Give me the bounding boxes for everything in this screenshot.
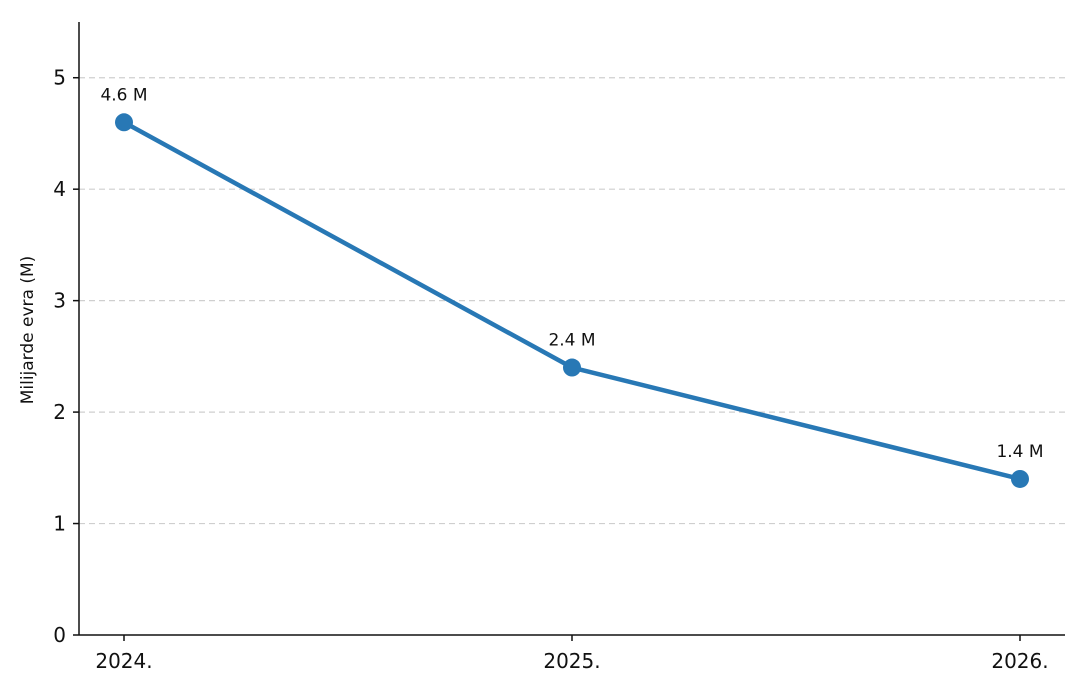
data-label: 1.4 M [996, 442, 1043, 462]
labels-layer: 4.6 M 2.4 M 1.4 M [100, 85, 1043, 462]
x-tick-label: 2025. [543, 649, 600, 673]
axes-layer: 0 1 2 3 4 5 2024. 2025. 2026. [53, 22, 1065, 673]
y-tick-label: 3 [53, 289, 66, 313]
y-tick-label: 1 [53, 512, 66, 536]
series-layer [115, 113, 1029, 488]
data-point-marker [1011, 469, 1029, 488]
grid-layer [79, 77, 1065, 525]
y-tick-label: 4 [53, 177, 66, 201]
y-tick-label: 0 [53, 623, 66, 647]
data-label: 2.4 M [548, 331, 595, 351]
y-axis-title: Milijarde evra (M) [18, 256, 38, 405]
y-tick-label: 2 [53, 400, 66, 424]
x-tick-label: 2024. [95, 649, 152, 673]
data-label: 4.6 M [100, 85, 147, 105]
x-tick-label: 2026. [991, 649, 1048, 673]
data-point-marker [563, 358, 581, 377]
data-point-marker [115, 113, 133, 132]
y-tick-label: 5 [53, 66, 66, 90]
